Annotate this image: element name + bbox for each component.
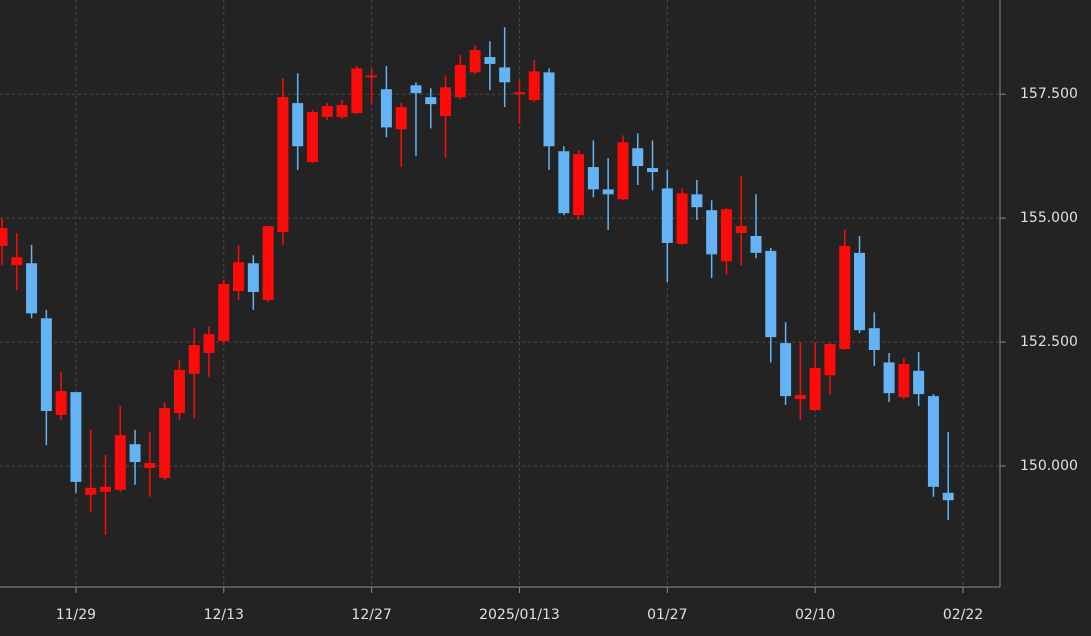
- x-tick-label: 2025/01/13: [479, 607, 560, 623]
- candle-body: [484, 57, 496, 64]
- candle-body: [380, 89, 392, 128]
- candle-body: [366, 75, 378, 78]
- candle-body: [676, 193, 688, 244]
- candle-body: [617, 142, 629, 200]
- candle-body: [218, 284, 230, 342]
- candle-body: [942, 492, 954, 501]
- candles: [0, 27, 954, 535]
- y-tick-label: 155.000: [1020, 210, 1078, 226]
- candle-body: [129, 444, 141, 463]
- candle-body: [809, 367, 821, 410]
- x-tick-label: 12/27: [351, 607, 391, 623]
- labels: 150.000 152.500 155.000 157.500 11/29 12/13 12…: [56, 86, 1078, 623]
- candle-body: [306, 112, 318, 163]
- candle-body: [883, 362, 895, 394]
- candle-body: [750, 235, 762, 253]
- candle-body: [839, 245, 851, 350]
- candle-body: [824, 344, 836, 376]
- candle-body: [513, 92, 525, 95]
- candle-body: [262, 226, 274, 300]
- candle-body: [336, 105, 348, 117]
- candle-body: [173, 369, 185, 413]
- candle-body: [233, 262, 245, 292]
- candle-body: [587, 167, 599, 190]
- y-tick-label: 152.500: [1020, 334, 1078, 350]
- candle-body: [40, 318, 52, 411]
- candle-body: [528, 71, 540, 101]
- candle-body: [159, 408, 171, 478]
- candle-body: [321, 106, 333, 117]
- candle-body: [794, 395, 806, 400]
- candle-body: [765, 250, 777, 338]
- candle-body: [602, 189, 614, 195]
- candle-body: [0, 228, 8, 246]
- candle-body: [499, 67, 511, 83]
- candle-body: [854, 252, 866, 331]
- x-tick-label: 02/10: [795, 607, 835, 623]
- candle-body: [203, 334, 215, 353]
- candle-body: [543, 72, 555, 147]
- candle-body: [898, 363, 910, 398]
- candle-body: [647, 168, 659, 173]
- x-tick-label: 11/29: [56, 607, 96, 623]
- candle-body: [144, 463, 156, 468]
- candle-body: [277, 97, 289, 233]
- candle-body: [927, 396, 939, 487]
- candle-body: [720, 209, 732, 262]
- x-tick-label: 12/13: [204, 607, 244, 623]
- candle-body: [85, 487, 97, 495]
- candle-body: [425, 97, 437, 105]
- x-tick-label: 01/27: [647, 607, 687, 623]
- x-tick-label: 02/22: [943, 607, 983, 623]
- candle-body: [913, 370, 925, 395]
- candle-body: [395, 107, 407, 130]
- candle-body: [55, 391, 67, 415]
- candle-body: [735, 226, 747, 234]
- candle-body: [188, 345, 200, 374]
- candle-body: [573, 154, 585, 216]
- candle-body: [292, 103, 304, 147]
- candle-body: [11, 257, 23, 266]
- candle-body: [632, 148, 644, 167]
- candle-body: [691, 194, 703, 208]
- candle-body: [469, 50, 481, 73]
- candle-body: [26, 263, 38, 314]
- candle-body: [410, 85, 422, 94]
- candle-body: [351, 68, 363, 114]
- y-tick-label: 157.500: [1020, 86, 1078, 102]
- candle-body: [247, 263, 259, 293]
- candle-body: [661, 188, 673, 243]
- candle-body: [706, 210, 718, 255]
- candle-body: [558, 151, 570, 214]
- candle-body: [780, 343, 792, 397]
- candle-body: [99, 486, 111, 492]
- candle-body: [70, 392, 82, 482]
- candle-body: [454, 64, 466, 98]
- candle-body: [440, 87, 452, 117]
- candle-body: [868, 328, 880, 351]
- candle-body: [114, 435, 126, 490]
- y-tick-label: 150.000: [1020, 458, 1078, 474]
